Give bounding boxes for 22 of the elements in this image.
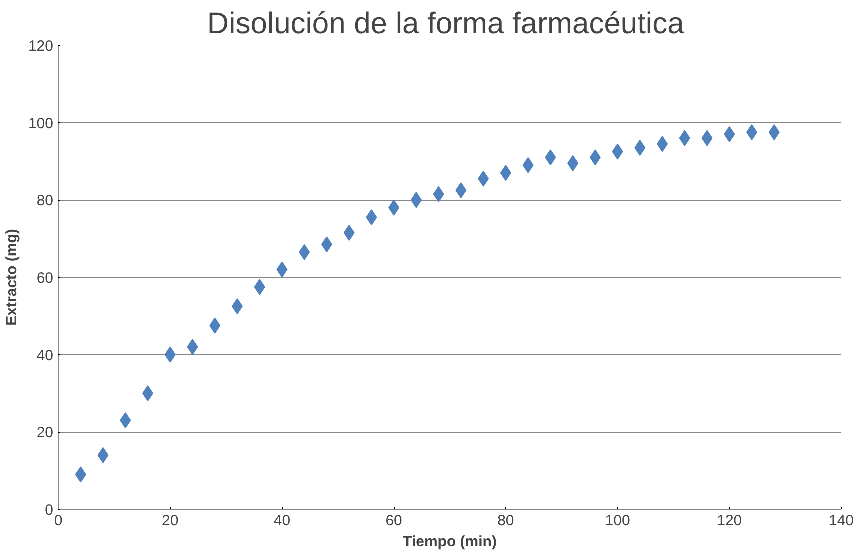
- y-tick-label: 0: [45, 502, 54, 519]
- x-tick-label: 120: [717, 512, 742, 530]
- chart-title: Disolución de la forma farmacéutica: [207, 8, 685, 40]
- y-tick-label: 120: [28, 38, 54, 55]
- x-tick-label: 140: [828, 512, 854, 530]
- y-tick-label: 60: [36, 270, 54, 287]
- y-axis-title: Extracto (mg): [3, 229, 20, 326]
- x-tick-label: 80: [498, 512, 514, 530]
- point: [456, 182, 467, 198]
- y-tick-label: 40: [36, 347, 54, 364]
- x-tick-label: 100: [605, 512, 630, 530]
- y-tick-label: 20: [36, 424, 54, 442]
- point: [746, 124, 758, 140]
- x-tick-label: 60: [386, 512, 402, 530]
- x-tick-label: 20: [162, 512, 179, 530]
- y-tick-label: 100: [28, 115, 54, 132]
- point: [768, 124, 780, 140]
- x-axis-title: Tiempo (min): [403, 534, 497, 550]
- x-tick-label: 40: [274, 512, 291, 530]
- point: [142, 386, 154, 402]
- y-tick-label: 80: [36, 192, 54, 210]
- point: [232, 298, 243, 314]
